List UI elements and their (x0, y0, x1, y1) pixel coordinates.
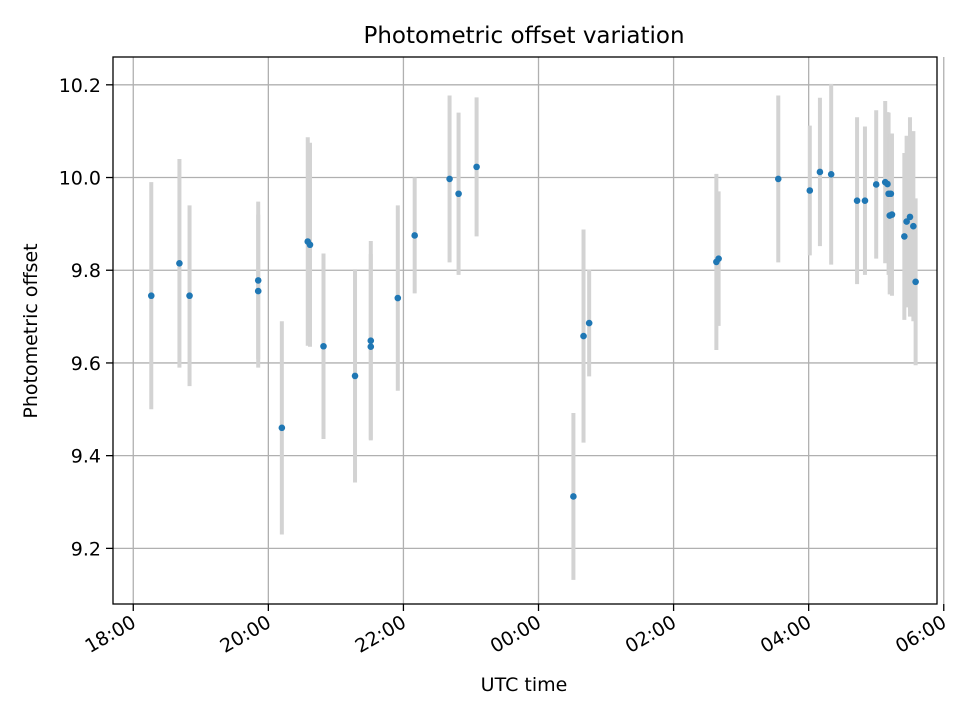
data-point (580, 332, 587, 340)
data-point (906, 213, 914, 221)
y-tick-label: 9.2 (71, 538, 101, 560)
chart-title: Photometric offset variation (363, 23, 684, 49)
y-tick-label: 10.0 (59, 168, 101, 190)
data-point (147, 292, 155, 300)
data-point (816, 168, 824, 176)
y-tick-label: 9.4 (71, 446, 101, 468)
data-point (827, 170, 835, 178)
data-point (910, 222, 917, 230)
data-point (715, 255, 722, 262)
data-point (394, 294, 402, 302)
point-layer (147, 163, 919, 500)
data-point (806, 187, 814, 194)
data-point (320, 342, 327, 350)
data-point (411, 232, 418, 239)
data-point (455, 190, 462, 198)
data-point (351, 372, 359, 380)
plot-area-frame (112, 56, 938, 605)
data-point (774, 175, 782, 183)
data-point (872, 181, 880, 188)
data-point (903, 218, 910, 225)
data-point (888, 211, 896, 218)
data-point (570, 493, 577, 500)
x-axis-label: UTC time (481, 674, 568, 696)
data-point (278, 424, 286, 432)
data-point (176, 259, 183, 267)
data-point (912, 278, 919, 286)
data-point (585, 319, 593, 327)
data-point (473, 163, 480, 171)
y-tick-label: 9.6 (71, 353, 101, 375)
data-point (254, 287, 262, 295)
data-point (446, 175, 453, 183)
y-axis-label: Photometric offset (20, 243, 42, 418)
data-point (306, 241, 314, 249)
data-point (884, 180, 891, 188)
y-tick-label: 10.2 (59, 75, 101, 97)
data-point (186, 292, 193, 300)
data-point (853, 197, 861, 205)
y-axis: 9.2 9.4 9.6 9.8 10.0 10.2 (59, 75, 113, 560)
data-point (887, 190, 895, 198)
y-tick-label: 9.8 (71, 260, 101, 282)
data-point (861, 197, 869, 205)
data-point (901, 233, 908, 240)
data-point (254, 277, 262, 284)
data-point (367, 337, 375, 344)
data-point (367, 343, 375, 351)
